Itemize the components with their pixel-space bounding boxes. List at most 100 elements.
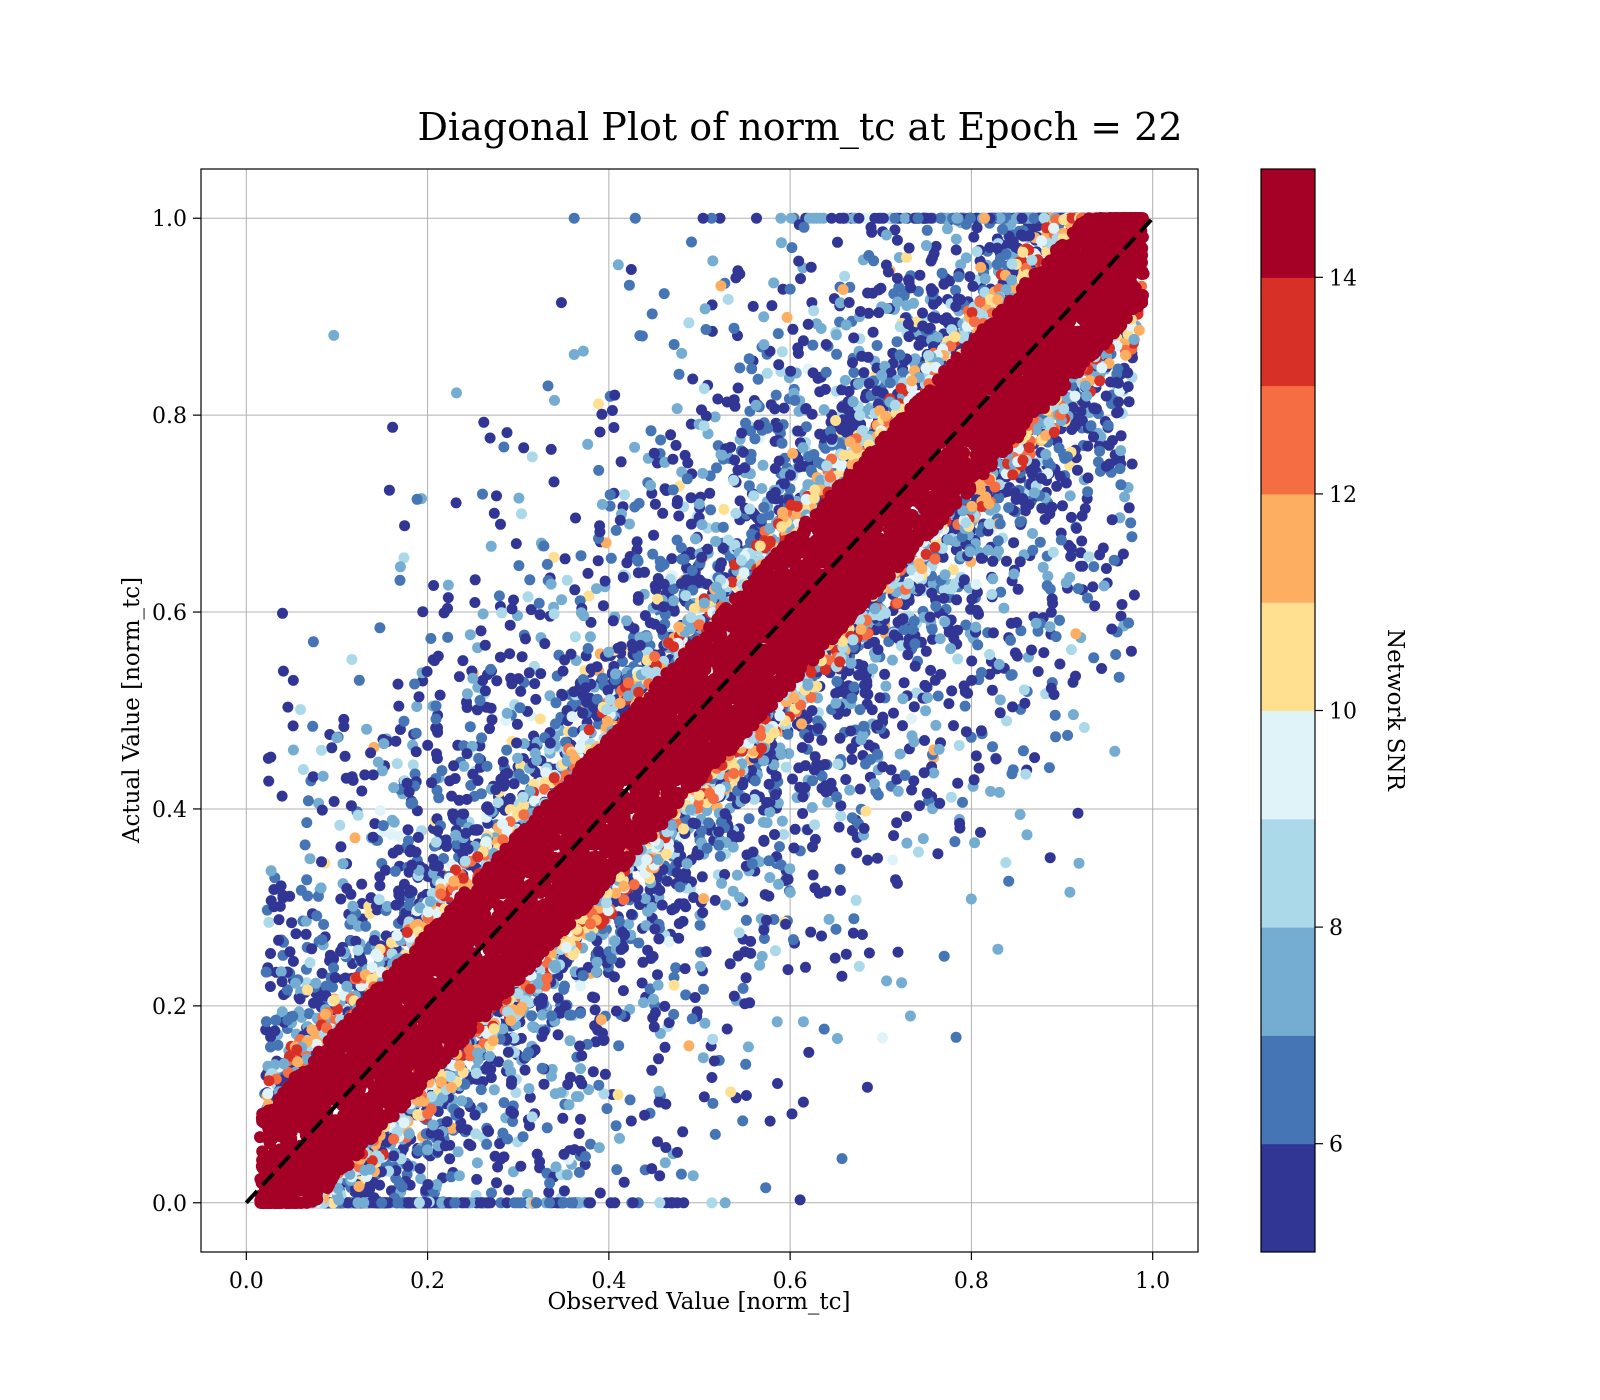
scatter-point <box>838 212 850 224</box>
scatter-point <box>356 785 368 797</box>
scatter-point <box>453 1107 465 1119</box>
scatter-point <box>914 800 925 812</box>
scatter-point <box>473 752 485 764</box>
scatter-point <box>820 366 832 378</box>
scatter-point <box>417 606 429 618</box>
scatter-point <box>365 747 377 759</box>
scatter-point <box>851 847 863 859</box>
scatter-point <box>769 403 781 415</box>
scatter-point <box>962 687 974 699</box>
scatter-point <box>713 839 725 851</box>
scatter-point <box>959 700 971 712</box>
scatter-point <box>538 540 550 552</box>
scatter-point <box>908 701 920 713</box>
scatter-point <box>1098 580 1110 592</box>
scatter-point <box>284 890 296 902</box>
scatter-point <box>432 825 444 837</box>
scatter-point <box>1027 528 1038 539</box>
scatter-point <box>853 960 865 972</box>
scatter-point <box>970 750 982 762</box>
scatter-point <box>270 1014 282 1026</box>
scatter-point <box>868 778 880 790</box>
scatter-point <box>414 1163 426 1174</box>
scatter-point <box>584 631 596 643</box>
scatter-point <box>763 890 775 902</box>
scatter-point <box>764 872 776 883</box>
scatter-point <box>807 869 819 881</box>
scatter-point <box>934 797 946 809</box>
scatter-point <box>550 1161 562 1173</box>
scatter-point <box>1061 451 1073 463</box>
scatter-point <box>317 770 329 782</box>
scatter-point <box>602 684 614 696</box>
scatter-point <box>526 451 538 463</box>
scatter-point <box>887 854 899 866</box>
scatter-point <box>442 631 454 643</box>
scatter-point <box>863 947 875 959</box>
scatter-point <box>320 980 332 992</box>
scatter-point <box>665 429 677 441</box>
scatter-point <box>1094 445 1106 457</box>
scatter-point <box>631 536 643 548</box>
scatter-point <box>352 944 364 956</box>
scatter-point <box>700 324 712 335</box>
scatter-point <box>648 447 660 459</box>
scatter-point <box>646 1163 658 1175</box>
scatter-point <box>709 1128 721 1140</box>
scatter-point <box>328 796 340 807</box>
scatter-point <box>901 811 912 822</box>
scatter-point <box>952 653 964 665</box>
scatter-point <box>1119 491 1131 503</box>
scatter-point <box>935 668 947 680</box>
scatter-point <box>573 1166 585 1178</box>
scatter-point <box>501 707 513 719</box>
scatter-point <box>858 367 870 379</box>
scatter-point <box>627 1197 639 1209</box>
scatter-point <box>994 253 1006 264</box>
scatter-point <box>671 534 683 546</box>
scatter-point <box>334 819 346 831</box>
scatter-point <box>848 913 860 925</box>
scatter-point <box>698 1091 710 1103</box>
scatter-point <box>805 261 817 273</box>
scatter-point <box>1106 623 1118 635</box>
scatter-point <box>1044 621 1056 633</box>
scatter-point <box>802 318 814 330</box>
scatter-point <box>721 396 733 408</box>
scatter-point <box>833 821 845 833</box>
scatter-point <box>377 820 389 832</box>
scatter-point <box>713 826 725 838</box>
scatter-point <box>792 425 804 437</box>
scatter-point <box>612 259 624 271</box>
scatter-point <box>609 389 621 401</box>
scatter-point <box>335 841 347 853</box>
scatter-point <box>1103 439 1115 451</box>
scatter-point <box>668 339 680 350</box>
scatter-point <box>506 603 518 615</box>
scatter-point <box>752 373 764 385</box>
scatter-point <box>975 261 987 273</box>
scatter-point <box>968 231 980 243</box>
scatter-point <box>770 789 781 801</box>
scatter-point <box>773 878 784 890</box>
scatter-point <box>1023 499 1035 511</box>
scatter-point <box>447 808 459 820</box>
scatter-point <box>709 894 721 906</box>
scatter-point <box>510 538 522 550</box>
scatter-point <box>1125 517 1137 529</box>
scatter-point <box>807 775 818 787</box>
scatter-point <box>335 893 347 905</box>
scatter-point <box>495 518 506 530</box>
scatter-point <box>917 307 928 319</box>
scatter-point <box>772 1078 783 1089</box>
scatter-point <box>724 958 736 970</box>
scatter-point <box>919 679 931 691</box>
scatter-point <box>479 685 491 697</box>
scatter-point <box>906 713 918 724</box>
scatter-point <box>389 865 401 877</box>
scatter-point <box>836 1153 848 1165</box>
scatter-point <box>930 719 942 731</box>
scatter-point <box>594 426 606 438</box>
scatter-point <box>873 307 885 319</box>
scatter-point <box>840 948 852 960</box>
